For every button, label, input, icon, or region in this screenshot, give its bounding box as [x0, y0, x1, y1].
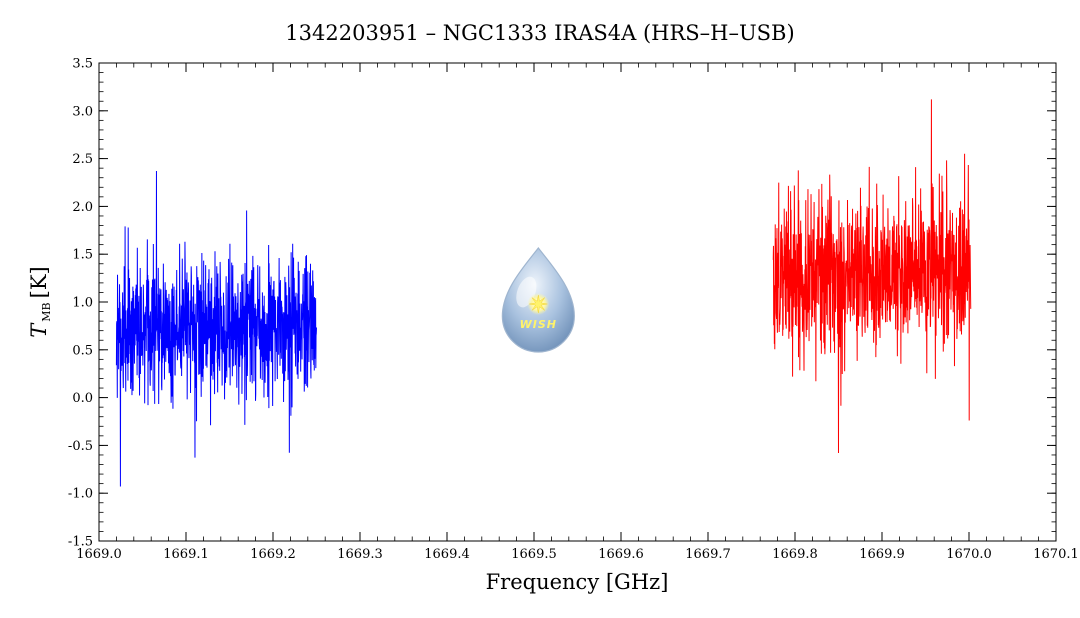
ticks-layer: 1669.0 1669.1 1669.2 1669.3 1669.4 1669.5 1669… [68, 57, 1079, 563]
y-axis-unit: [K] [27, 266, 51, 298]
series-layer [115, 99, 972, 487]
x-tick-label: 1670.1 [1033, 547, 1079, 562]
y-tick-label: -0.5 [68, 439, 93, 454]
x-tick-label: 1669.4 [424, 547, 470, 562]
y-tick-label: 2.5 [72, 152, 93, 167]
y-axis-label: TMB [K] [27, 266, 53, 337]
wish-logo-text: WISH [520, 318, 557, 331]
x-tick-label: 1669.5 [511, 547, 557, 562]
y-tick-label: 1.5 [72, 248, 93, 263]
x-tick-label: 1669.2 [250, 547, 296, 562]
spectrum-series-2 [772, 99, 972, 454]
y-tick-label: 0.5 [72, 343, 93, 358]
wish-star-icon [529, 294, 548, 314]
chart-title: 1342203951 – NGC1333 IRAS4A (HRS–H–USB) [285, 21, 794, 45]
x-tick-label: 1669.3 [337, 547, 383, 562]
spectrum-series-1 [115, 171, 317, 487]
x-tick-label: 1669.8 [772, 547, 818, 562]
y-tick-label: 3.0 [72, 104, 93, 119]
y-tick-label: 2.0 [72, 200, 93, 215]
x-tick-label: 1669.9 [859, 547, 905, 562]
x-axis-label: Frequency [GHz] [486, 570, 669, 594]
x-tick-label: 1670.0 [946, 547, 992, 562]
y-tick-label: 3.5 [72, 57, 93, 72]
x-tick-label: 1669.6 [598, 547, 644, 562]
y-axis-symbol: T [27, 322, 51, 338]
x-tick-label: 1669.1 [163, 547, 209, 562]
x-tick-label: 1669.7 [685, 547, 731, 562]
x-tick-label: 1669.0 [76, 547, 122, 562]
y-tick-label: 0.0 [72, 391, 93, 406]
y-tick-label: -1.5 [68, 535, 93, 550]
wish-logo: WISH [501, 247, 575, 353]
y-axis-subscript: MB [40, 302, 53, 321]
y-tick-label: 1.0 [72, 296, 93, 311]
y-tick-label: -1.0 [68, 487, 93, 502]
